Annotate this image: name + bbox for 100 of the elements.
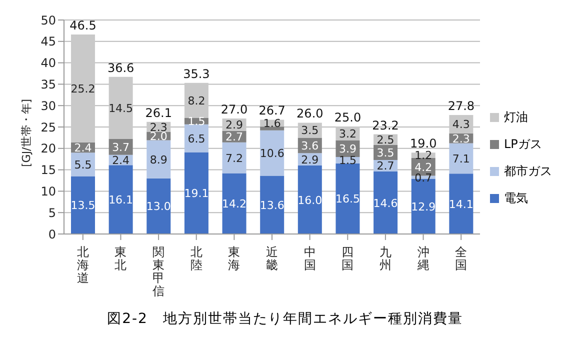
x-tick-label: 沖縄 [416,245,430,272]
data-label: 8.9 [150,153,168,166]
total-label: 25.0 [334,110,362,125]
data-label: 3.2 [338,127,356,140]
bar [71,176,95,234]
data-label: 2.0 [150,130,168,143]
bar [146,178,171,234]
data-label: 25.2 [70,82,96,96]
total-label: 46.5 [70,18,96,33]
total-label: 26.7 [258,104,286,118]
bar [184,124,208,152]
bar [449,174,474,234]
y-axis-title: [GJ/世帯・年] [20,98,33,167]
y-tick-label: 20 [40,142,56,156]
data-label: 10.6 [260,147,284,160]
data-label: 13.0 [146,200,171,214]
bar [108,76,133,139]
x-tick-label: 東海 [228,245,240,272]
x-tick-label: 東北 [114,245,127,272]
legend-label: 都市ガス [504,163,552,180]
bar [184,152,208,234]
total-label: 26.1 [145,106,172,120]
data-label: 13.6 [260,198,284,212]
data-label: 3.7 [112,140,130,154]
data-label: 14.6 [373,196,398,210]
data-label: 12.9 [411,200,436,214]
total-label: 36.6 [107,60,134,75]
data-label: 2.7 [376,160,394,173]
x-tick-label: 近畿 [266,245,278,272]
data-label: 4.2 [414,160,432,174]
total-label: 26.0 [296,106,324,121]
bar [449,143,474,174]
bar [146,140,171,178]
x-tick-label: 中国 [304,245,316,272]
data-label: 16.1 [108,194,134,207]
legend-label: LPガス [504,136,542,153]
data-label: 16.0 [298,194,322,207]
data-label: 2.9 [301,153,319,166]
data-label: 6.5 [188,132,206,146]
y-tick-label: 15 [40,163,56,178]
total-label: 27.8 [448,99,475,114]
x-tick-label: 四国 [342,245,354,272]
x-tick-label: 北海道 [76,245,89,285]
y-tick-label: 10 [40,184,56,198]
legend-label: 灯油 [504,109,528,126]
data-label: 3.9 [338,142,356,156]
bar [260,130,284,176]
y-tick-label: 50 [40,13,56,28]
x-tick-label: 全国 [455,245,468,272]
bar [71,152,95,176]
data-label: 8.2 [188,94,206,108]
y-tick-label: 5 [48,206,56,220]
bar [260,176,284,234]
data-label: 19.1 [184,187,209,200]
text: 図2-2 地方別世帯当たり年間エネルギー種別消費量 [106,310,464,328]
total-label: 23.2 [372,118,399,132]
y-tick-label: 30 [40,98,56,113]
data-label: 16.5 [335,192,360,206]
data-label: 13.5 [70,199,96,212]
data-label: 2.3 [452,132,470,146]
bar [411,152,436,158]
y-tick-label: 25 [40,120,56,134]
data-label: 2.4 [74,142,92,155]
bar [184,82,208,118]
data-label: 7.1 [452,152,470,166]
data-label: 3.6 [301,139,319,152]
bar [108,165,133,234]
x-tick-label: 九州 [379,245,392,272]
bar [222,173,246,234]
x-tick-label: 関東甲信 [152,245,165,298]
bar [336,163,360,234]
data-label: 3.5 [376,146,394,160]
y-tick-label: 0 [48,227,56,242]
data-label: 1.2 [414,149,432,162]
data-label: 2.7 [226,130,244,144]
data-label: 3.5 [301,124,319,138]
total-label: 35.3 [183,66,210,81]
data-label: 2.4 [112,154,130,167]
data-label: 4.3 [452,118,470,132]
data-label: 1.6 [263,117,281,130]
total-label: 27.0 [220,102,248,116]
data-label: 0.7 [414,171,432,184]
bar [260,126,284,130]
data-label: 14.1 [448,198,474,211]
y-tick-label: 45 [40,34,56,49]
data-label: 2.9 [226,118,244,132]
bar [298,166,322,234]
total-label: 19.0 [410,136,437,151]
y-tick-label: 40 [40,56,56,70]
data-label: 14.5 [108,102,134,115]
y-tick-label: 35 [40,77,56,92]
data-label: 5.5 [74,158,92,172]
x-tick-label: 北陸 [190,245,202,272]
data-label: 14.2 [222,198,247,211]
bar [374,172,398,234]
legend-label: 電気 [504,190,528,207]
bar [71,34,95,142]
data-label: 7.2 [226,152,244,165]
bar [222,142,246,174]
data-label: 2.5 [376,134,394,147]
